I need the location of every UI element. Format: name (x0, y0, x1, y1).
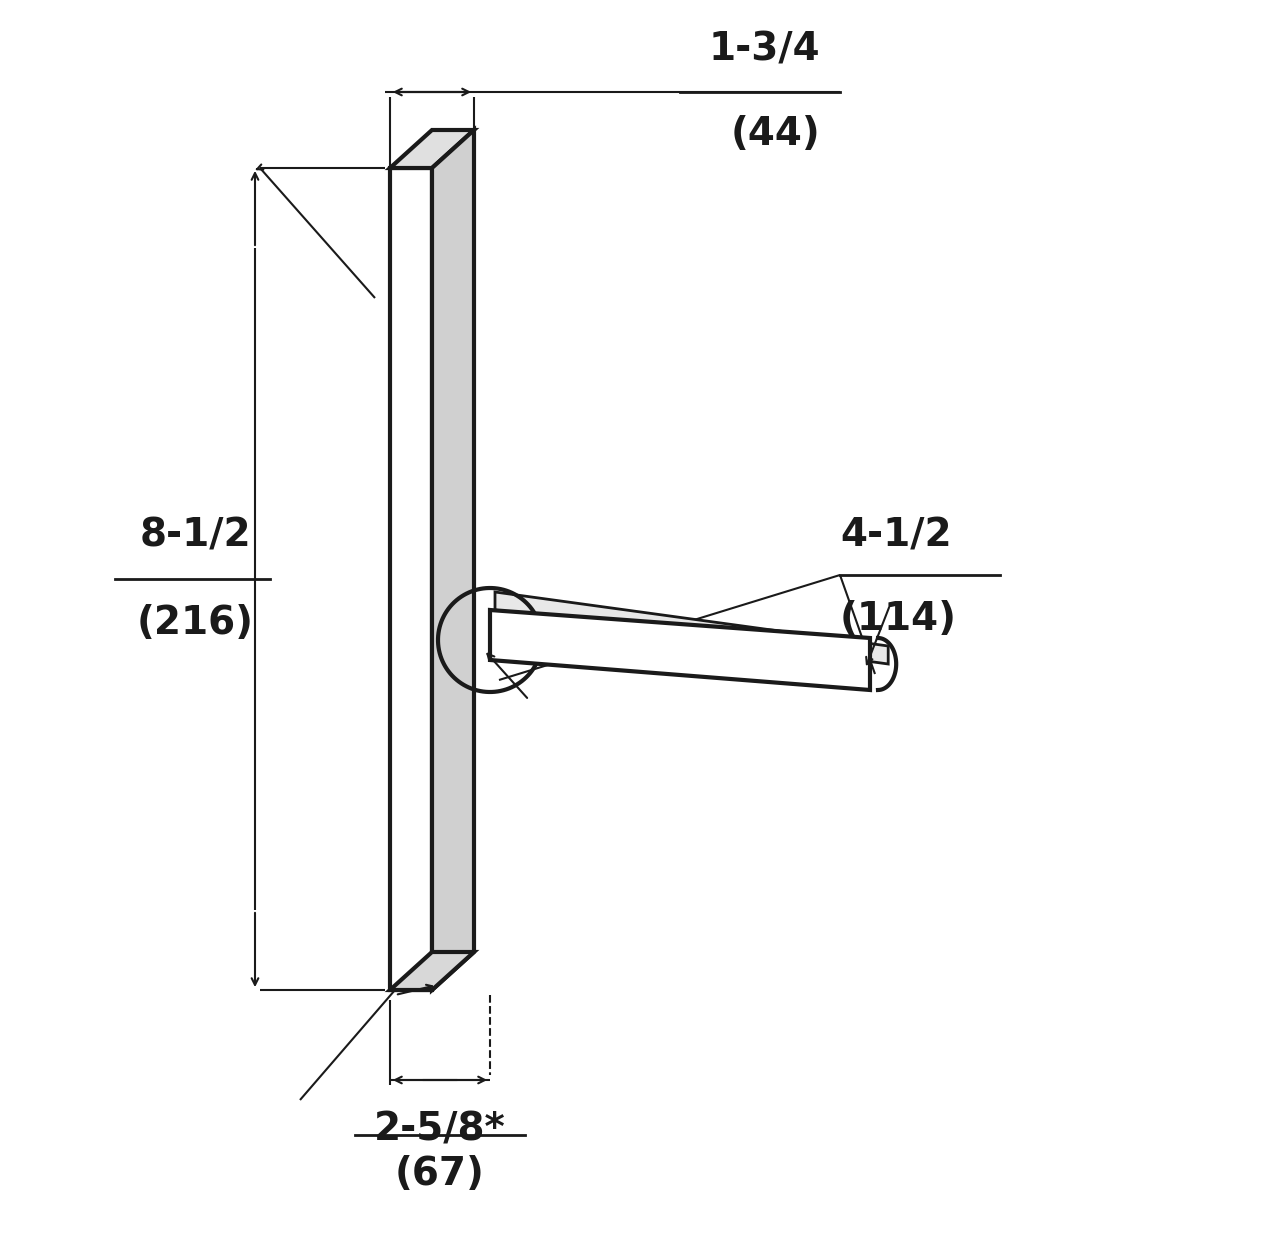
Text: (114): (114) (840, 600, 957, 638)
Polygon shape (390, 130, 474, 168)
Text: (216): (216) (137, 603, 253, 642)
Polygon shape (495, 592, 888, 664)
Polygon shape (490, 610, 870, 690)
Polygon shape (433, 130, 474, 990)
Text: 2-5/8*: 2-5/8* (374, 1111, 506, 1148)
Text: 8-1/2: 8-1/2 (140, 516, 251, 554)
Text: 4-1/2: 4-1/2 (840, 517, 951, 555)
Polygon shape (390, 168, 433, 990)
Polygon shape (390, 951, 474, 990)
Text: (67): (67) (396, 1155, 485, 1193)
Text: 1-3/4: 1-3/4 (708, 30, 820, 68)
Text: (44): (44) (731, 115, 820, 153)
